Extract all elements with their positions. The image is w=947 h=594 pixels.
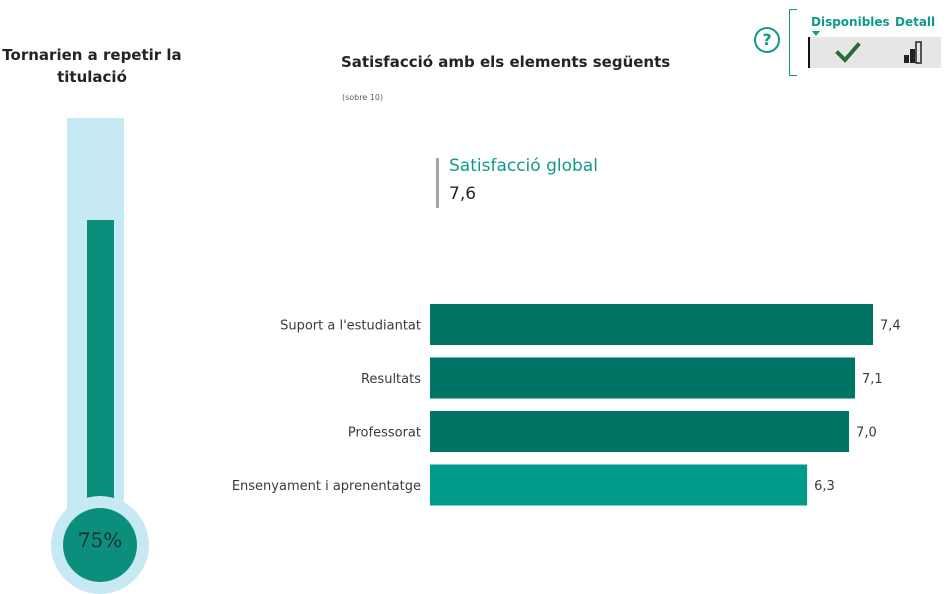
selection-indicator [808,37,810,68]
thermometer-value: 75% [77,528,123,552]
bar-chart-button[interactable] [900,40,926,65]
thermometer-bulb [63,508,137,582]
bar-chart-icon [904,41,922,64]
thermometer-title-line2: titulació [57,68,127,86]
caret-down-icon [812,31,820,36]
category-label: Resultats [361,372,421,387]
thermometer-title: Tornarien a repetir la titulació [0,44,184,88]
help-icon[interactable]: ? [754,27,780,53]
thermometer-title-line1: Tornarien a repetir la [2,46,182,64]
check-button[interactable] [833,40,863,65]
category-label: Ensenyament i aprenentatge [232,479,421,494]
value-label: 6,3 [814,479,835,494]
tab-available[interactable]: Disponibles [811,15,890,29]
kpi-label: Satisfacció global [449,156,598,176]
kpi-value: 7,6 [449,184,477,204]
value-label: 7,0 [856,426,877,441]
value-label: 7,4 [880,319,901,334]
chart-subtitle: (sobre 10) [342,93,384,102]
value-label: 7,1 [862,372,883,387]
check-icon [835,42,861,63]
toolbar-bracket [789,9,797,76]
bar-2[interactable] [430,357,856,399]
kpi-accent-bar [436,158,439,208]
chart-title: Satisfacció amb els elements següents [341,53,671,71]
bar-3[interactable] [430,411,850,452]
category-label: Professorat [348,426,421,441]
category-label: Suport a l'estudiantat [280,319,421,334]
tab-detail[interactable]: Detall [895,15,936,29]
bar-4[interactable] [430,464,808,506]
bar-1[interactable] [430,304,873,345]
thermometer-fill [87,220,114,520]
